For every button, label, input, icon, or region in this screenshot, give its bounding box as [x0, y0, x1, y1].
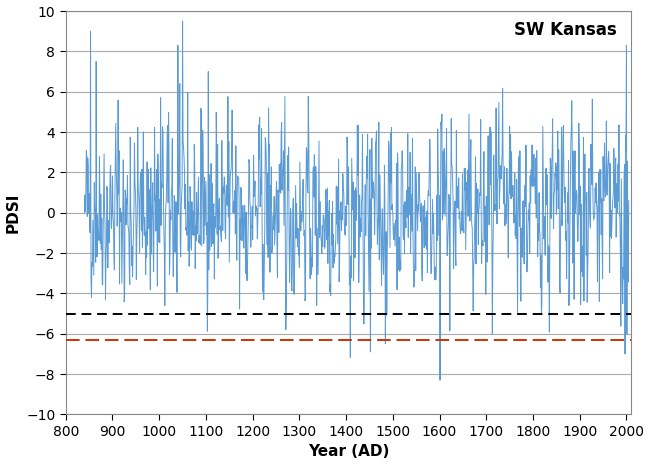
Text: SW Kansas: SW Kansas	[514, 21, 617, 39]
Y-axis label: PDSI: PDSI	[6, 193, 21, 233]
X-axis label: Year (AD): Year (AD)	[307, 445, 389, 459]
